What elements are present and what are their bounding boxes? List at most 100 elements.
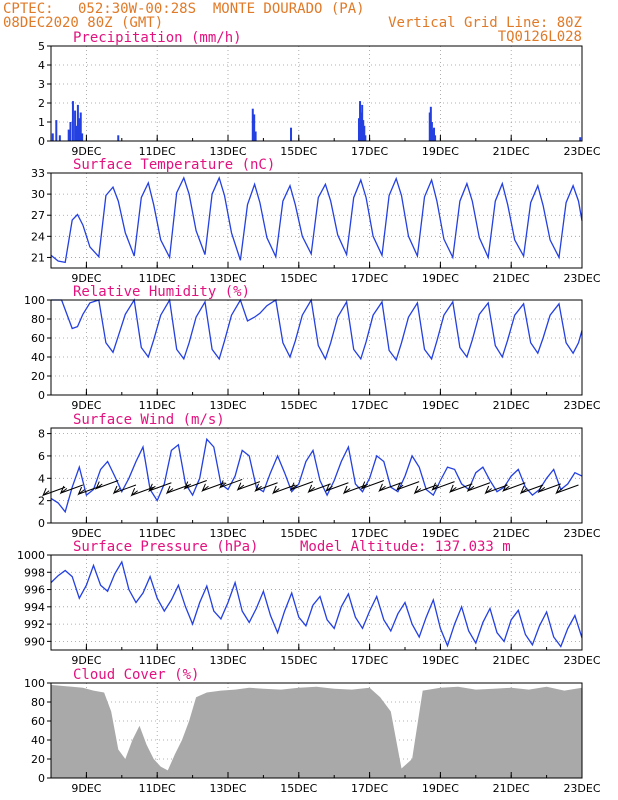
- panel-1-bar-5: [71, 101, 74, 141]
- panel-4-wind-vector-24: [467, 482, 491, 492]
- panel-2-ytick-label-1: 24: [31, 230, 45, 243]
- panel-4-ytick-label-1: 2: [38, 495, 45, 508]
- panel-2-xtick-label-4: 17DEC: [351, 272, 388, 285]
- panel-5-annotation: Model Altitude: 137.033 m: [300, 539, 511, 555]
- panel-1-ytick-label-4: 4: [38, 59, 45, 72]
- panel-5-ytick-label-1: 992: [24, 618, 45, 631]
- panel-4-wind-arrowhead-18: [360, 481, 369, 491]
- panel-5-ytick-label-3: 996: [24, 584, 45, 597]
- header-source: CPTEC:: [3, 1, 54, 17]
- panel-3-ytick-label-0: 0: [38, 389, 45, 402]
- panel-1-xtick-label-2: 13DEC: [209, 145, 246, 158]
- panel-3-ytick-label-5: 100: [24, 294, 45, 307]
- panel-2-xtick-label-6: 21DEC: [493, 272, 530, 285]
- panel-4-xtick-label-2: 13DEC: [209, 527, 246, 540]
- panel-4-wind-vector-19: [379, 482, 402, 492]
- panel-4-wind-vector-29: [556, 484, 579, 494]
- panel-3-xtick-label-1: 11DEC: [139, 399, 176, 412]
- panel-1-bar-24: [428, 112, 431, 141]
- panel-4-wind-arrowhead-21: [413, 485, 422, 495]
- panel-4-ytick-label-4: 8: [38, 428, 45, 441]
- panel-2-ytick-label-4: 33: [31, 167, 45, 180]
- panel-4-wind-arrowhead-25: [484, 485, 492, 495]
- panel-4-wind-vector-26: [503, 482, 526, 492]
- panel-4-wind-arrowhead-22: [431, 482, 439, 492]
- panel-6-xtick-label-2: 13DEC: [209, 782, 246, 795]
- panel-5-ytick-label-2: 994: [24, 601, 45, 614]
- panel-6-ytick-label-1: 20: [31, 753, 45, 766]
- panel-5-xtick-label-5: 19DEC: [422, 654, 459, 667]
- panel-2-xtick-label-0: 9DEC: [71, 272, 101, 285]
- panel-6-xtick-label-5: 19DEC: [422, 782, 459, 795]
- panel-3-xtick-label-5: 19DEC: [422, 399, 459, 412]
- panel-4-wind-arrowhead-17: [342, 485, 351, 495]
- panel-4-wind-vector-25: [485, 484, 508, 494]
- panel-1-bar-3: [67, 129, 70, 141]
- panel-4-wind-vector-0: [42, 486, 66, 496]
- panel-3-xtick-label-3: 15DEC: [280, 399, 317, 412]
- panel-6-title: Cloud Cover (%): [73, 667, 199, 683]
- panel-5-xtick-label-7: 23DEC: [563, 654, 600, 667]
- panel-6-ytick-label-0: 0: [38, 772, 45, 785]
- panel-2-title: Surface Temperature (nC): [73, 157, 275, 173]
- panel-1-bar-21: [362, 120, 365, 141]
- panel-6-xtick-label-4: 17DEC: [351, 782, 388, 795]
- panel-4-wind-vector-3: [96, 480, 119, 489]
- panel-4-wind-vector-22: [432, 481, 455, 491]
- panel-1-xtick-label-1: 11DEC: [139, 145, 176, 158]
- panel-6-ytick-label-4: 80: [31, 696, 45, 709]
- panel-1-title: Precipitation (mm/h): [73, 30, 242, 46]
- panel-4-xtick-label-7: 23DEC: [563, 527, 600, 540]
- panel-4-wind-vector-11: [237, 481, 261, 491]
- panel-4-wind-vector-6: [149, 482, 172, 492]
- panel-1-bar-29: [434, 135, 437, 141]
- panel-2-xtick-label-3: 15DEC: [280, 272, 317, 285]
- panel-1-bar-4: [69, 122, 72, 141]
- panel-1-bar-1: [55, 120, 58, 141]
- panel-1-bar-27: [431, 129, 434, 141]
- panel-4-xtick-label-6: 21DEC: [493, 527, 530, 540]
- panel-1-bar-0: [51, 133, 54, 141]
- panel-2-ytick-label-0: 21: [31, 251, 45, 264]
- panel-3-xtick-label-2: 13DEC: [209, 399, 246, 412]
- panel-4-xtick-label-4: 17DEC: [351, 527, 388, 540]
- panel-4-wind-vector-16: [326, 482, 349, 492]
- panel-2-xtick-label-2: 13DEC: [209, 272, 246, 285]
- panel-1-xtick-label-7: 23DEC: [563, 145, 600, 158]
- panel-5-xtick-label-0: 9DEC: [71, 654, 101, 667]
- panel-1-bar-22: [363, 125, 366, 141]
- panel-3-series-line: [51, 298, 583, 362]
- panel-4-wind-arrowhead-12: [254, 483, 262, 493]
- panel-6-ytick-label-5: 100: [24, 677, 45, 690]
- panel-3-frame: [50, 299, 583, 396]
- panel-5-series-line: [50, 560, 583, 648]
- panel-4-wind-arrowhead-26: [502, 483, 510, 493]
- panel-1-frame: [50, 45, 583, 142]
- panel-3-xtick-label-6: 21DEC: [493, 399, 530, 412]
- panel-4-wind-arrowhead-24: [466, 483, 475, 493]
- panel-4-title: Surface Wind (m/s): [73, 412, 225, 428]
- panel-6-xtick-label-7: 23DEC: [563, 782, 600, 795]
- panel-1-bar-12: [117, 135, 120, 141]
- panel-1-ytick-label-3: 3: [38, 78, 45, 91]
- panel-5-ytick-label-0: 990: [24, 635, 45, 648]
- panel-3-xtick-label-4: 17DEC: [351, 399, 388, 412]
- panel-6-frame: [50, 682, 583, 779]
- panel-1-bar-28: [433, 127, 436, 141]
- panel-4-wind-arrowhead-10: [218, 480, 227, 489]
- panel-3-ytick-label-4: 80: [31, 313, 45, 326]
- panel-4-xtick-label-1: 11DEC: [139, 527, 176, 540]
- panel-3-ytick-label-3: 60: [31, 332, 45, 345]
- panel-1-ytick-label-1: 1: [38, 116, 45, 129]
- panel-4-wind-arrowhead-13: [272, 485, 280, 495]
- panel-5-title: Surface Pressure (hPa): [73, 539, 258, 555]
- panel-4-wind-arrowhead-0: [41, 488, 50, 497]
- header-run: 08DEC2020 80Z (GMT): [3, 15, 164, 31]
- panel-1-bar-9: [78, 118, 81, 141]
- panel-1-bar-17: [357, 118, 360, 141]
- panel-1-xtick-label-3: 15DEC: [280, 145, 317, 158]
- panel-5-xtick-label-4: 17DEC: [351, 654, 388, 667]
- panel-4-wind-arrowhead-8: [183, 481, 192, 491]
- panel-1-ytick-label-2: 2: [38, 97, 45, 110]
